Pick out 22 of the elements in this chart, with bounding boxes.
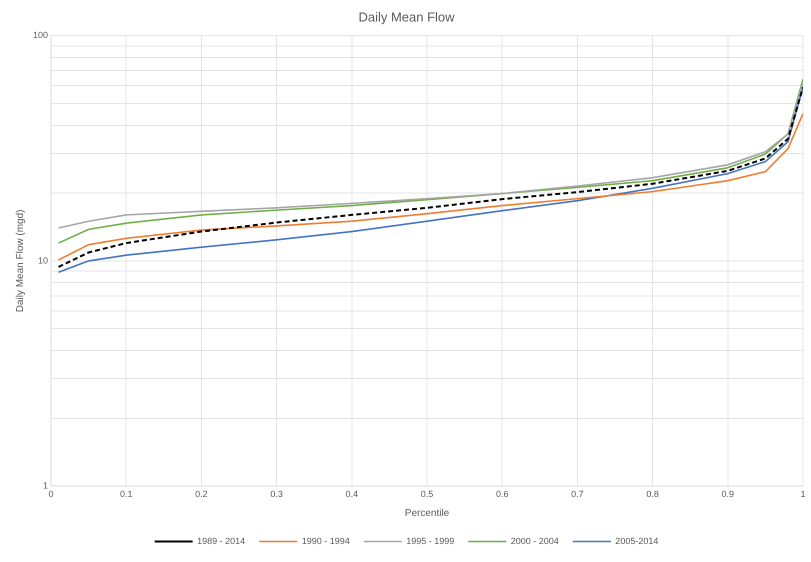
chart-title: Daily Mean Flow [358, 9, 456, 24]
x-tick-label: 0.1 [120, 489, 132, 500]
x-tick-label: 0.3 [270, 489, 283, 500]
x-tick-label: 0 [48, 489, 54, 500]
y-axis-title: Daily Mean Flow (mgd) [14, 209, 26, 312]
x-tick-label: 0.7 [571, 489, 584, 500]
y-tick-label: 100 [32, 30, 48, 40]
legend-label: 1989 - 2014 [197, 536, 246, 546]
x-tick-label: 0.9 [722, 489, 734, 500]
y-tick-label: 1 [43, 480, 48, 491]
legend-label: 1990 - 1994 [302, 536, 350, 546]
legend-label: 2005-2014 [615, 536, 658, 546]
x-tick-label: 0.5 [420, 489, 434, 500]
x-tick-label: 0.8 [646, 489, 659, 500]
x-tick-label: 0.2 [195, 489, 208, 500]
x-tick-label: 0.6 [496, 489, 508, 500]
legend-label: 2000 - 2004 [510, 536, 559, 546]
y-tick-label: 10 [38, 255, 48, 266]
x-axis-title: Percentile [404, 508, 450, 519]
x-tick-label: 0.4 [346, 489, 358, 500]
x-tick-label: 1 [800, 489, 806, 500]
legend-label: 1995 - 1999 [406, 536, 454, 546]
